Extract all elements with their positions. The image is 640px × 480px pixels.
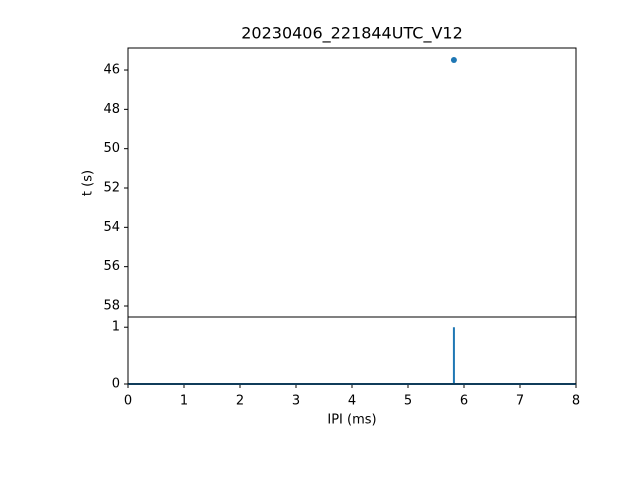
y-tick-label: 0	[112, 377, 120, 392]
y-tick-label: 52	[103, 181, 120, 196]
y-axis-label: t (s)	[81, 170, 96, 196]
x-tick-label: 7	[516, 394, 524, 409]
y-tick-label: 46	[103, 63, 120, 78]
y-tick-label: 56	[103, 259, 120, 274]
y-tick-label: 1	[112, 320, 120, 335]
y-tick-label: 48	[103, 102, 120, 117]
x-tick-label: 2	[236, 394, 244, 409]
y-tick-label: 58	[103, 298, 120, 313]
axes-frame	[127, 316, 577, 385]
y-tick-label: 50	[103, 141, 120, 156]
chart-title: 20230406_221844UTC_V12	[241, 24, 463, 44]
x-tick-label: 1	[180, 394, 188, 409]
x-tick-label: 4	[348, 394, 356, 409]
x-tick-label: 3	[292, 394, 300, 409]
x-tick-label: 0	[124, 394, 132, 409]
x-tick-label: 6	[460, 394, 468, 409]
point	[450, 56, 457, 63]
x-tick-label: 5	[404, 394, 412, 409]
y-tick-label: 54	[103, 220, 120, 235]
x-tick-label: 8	[572, 394, 580, 409]
x-axis-label: IPI (ms)	[327, 413, 376, 428]
